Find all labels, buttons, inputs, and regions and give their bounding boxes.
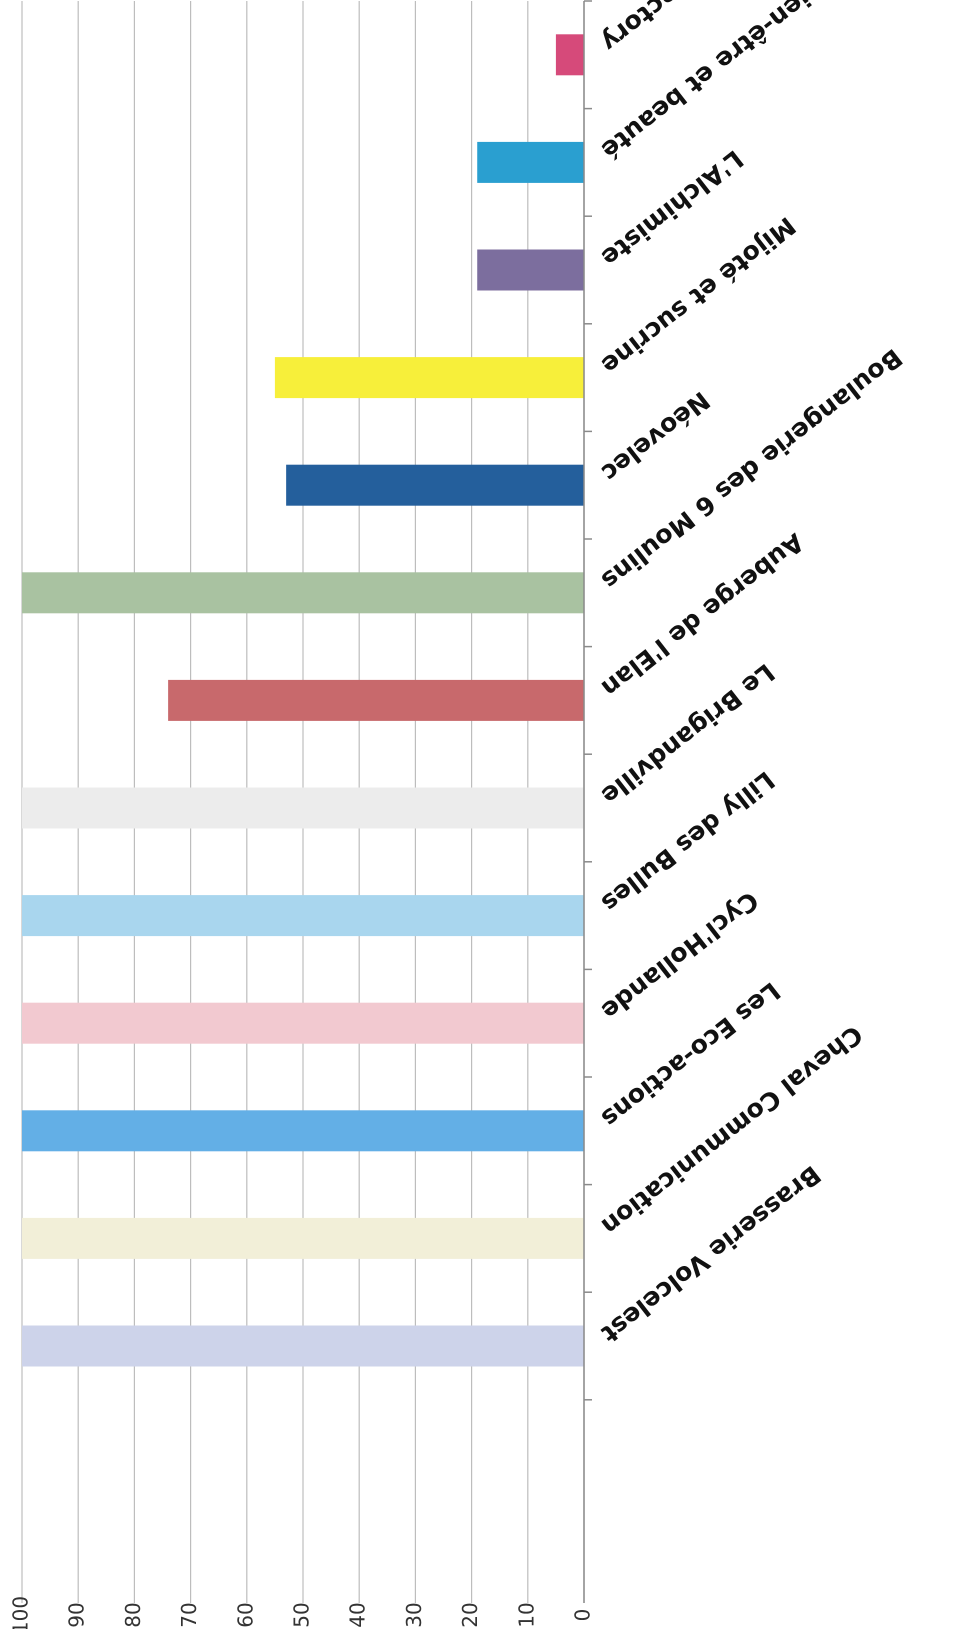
tick-label: 70	[177, 1602, 201, 1627]
bar	[22, 1325, 584, 1367]
tick-label: 40	[346, 1602, 370, 1627]
tick-label: 50	[290, 1602, 314, 1627]
tick-label: 100	[9, 1596, 33, 1629]
tick-label: 90	[65, 1602, 89, 1627]
bar	[22, 787, 584, 829]
tick-label: 60	[233, 1602, 257, 1627]
bar	[22, 895, 584, 937]
bar	[22, 1002, 584, 1044]
bar	[477, 249, 584, 291]
bars	[22, 34, 584, 1367]
tick-label: 20	[458, 1602, 482, 1627]
bar	[22, 1217, 584, 1259]
bar	[274, 357, 584, 399]
tick-label: 0	[571, 1609, 595, 1622]
category-label: Néovelec	[596, 386, 715, 488]
bar	[555, 34, 584, 76]
tick-labels: 0 10 20 30 40 50 60 70 80 90 100	[9, 1596, 595, 1629]
bar	[286, 464, 584, 506]
tick-label: 30	[402, 1602, 426, 1627]
tick-label: 80	[121, 1602, 145, 1627]
category-label: L'Alchimiste	[596, 144, 749, 272]
category-label: Boulangerie des 6 Moulins	[596, 343, 908, 595]
axis	[583, 0, 592, 1603]
bar	[22, 1110, 584, 1152]
bar	[477, 141, 584, 183]
bar	[168, 679, 584, 721]
category-label: Brasserie Volcelest	[596, 1160, 826, 1349]
tick-label: 10	[514, 1602, 538, 1627]
category-label: La Factory	[596, 0, 729, 57]
category-label: Cheval Communication	[596, 1020, 868, 1241]
bar	[22, 572, 584, 614]
